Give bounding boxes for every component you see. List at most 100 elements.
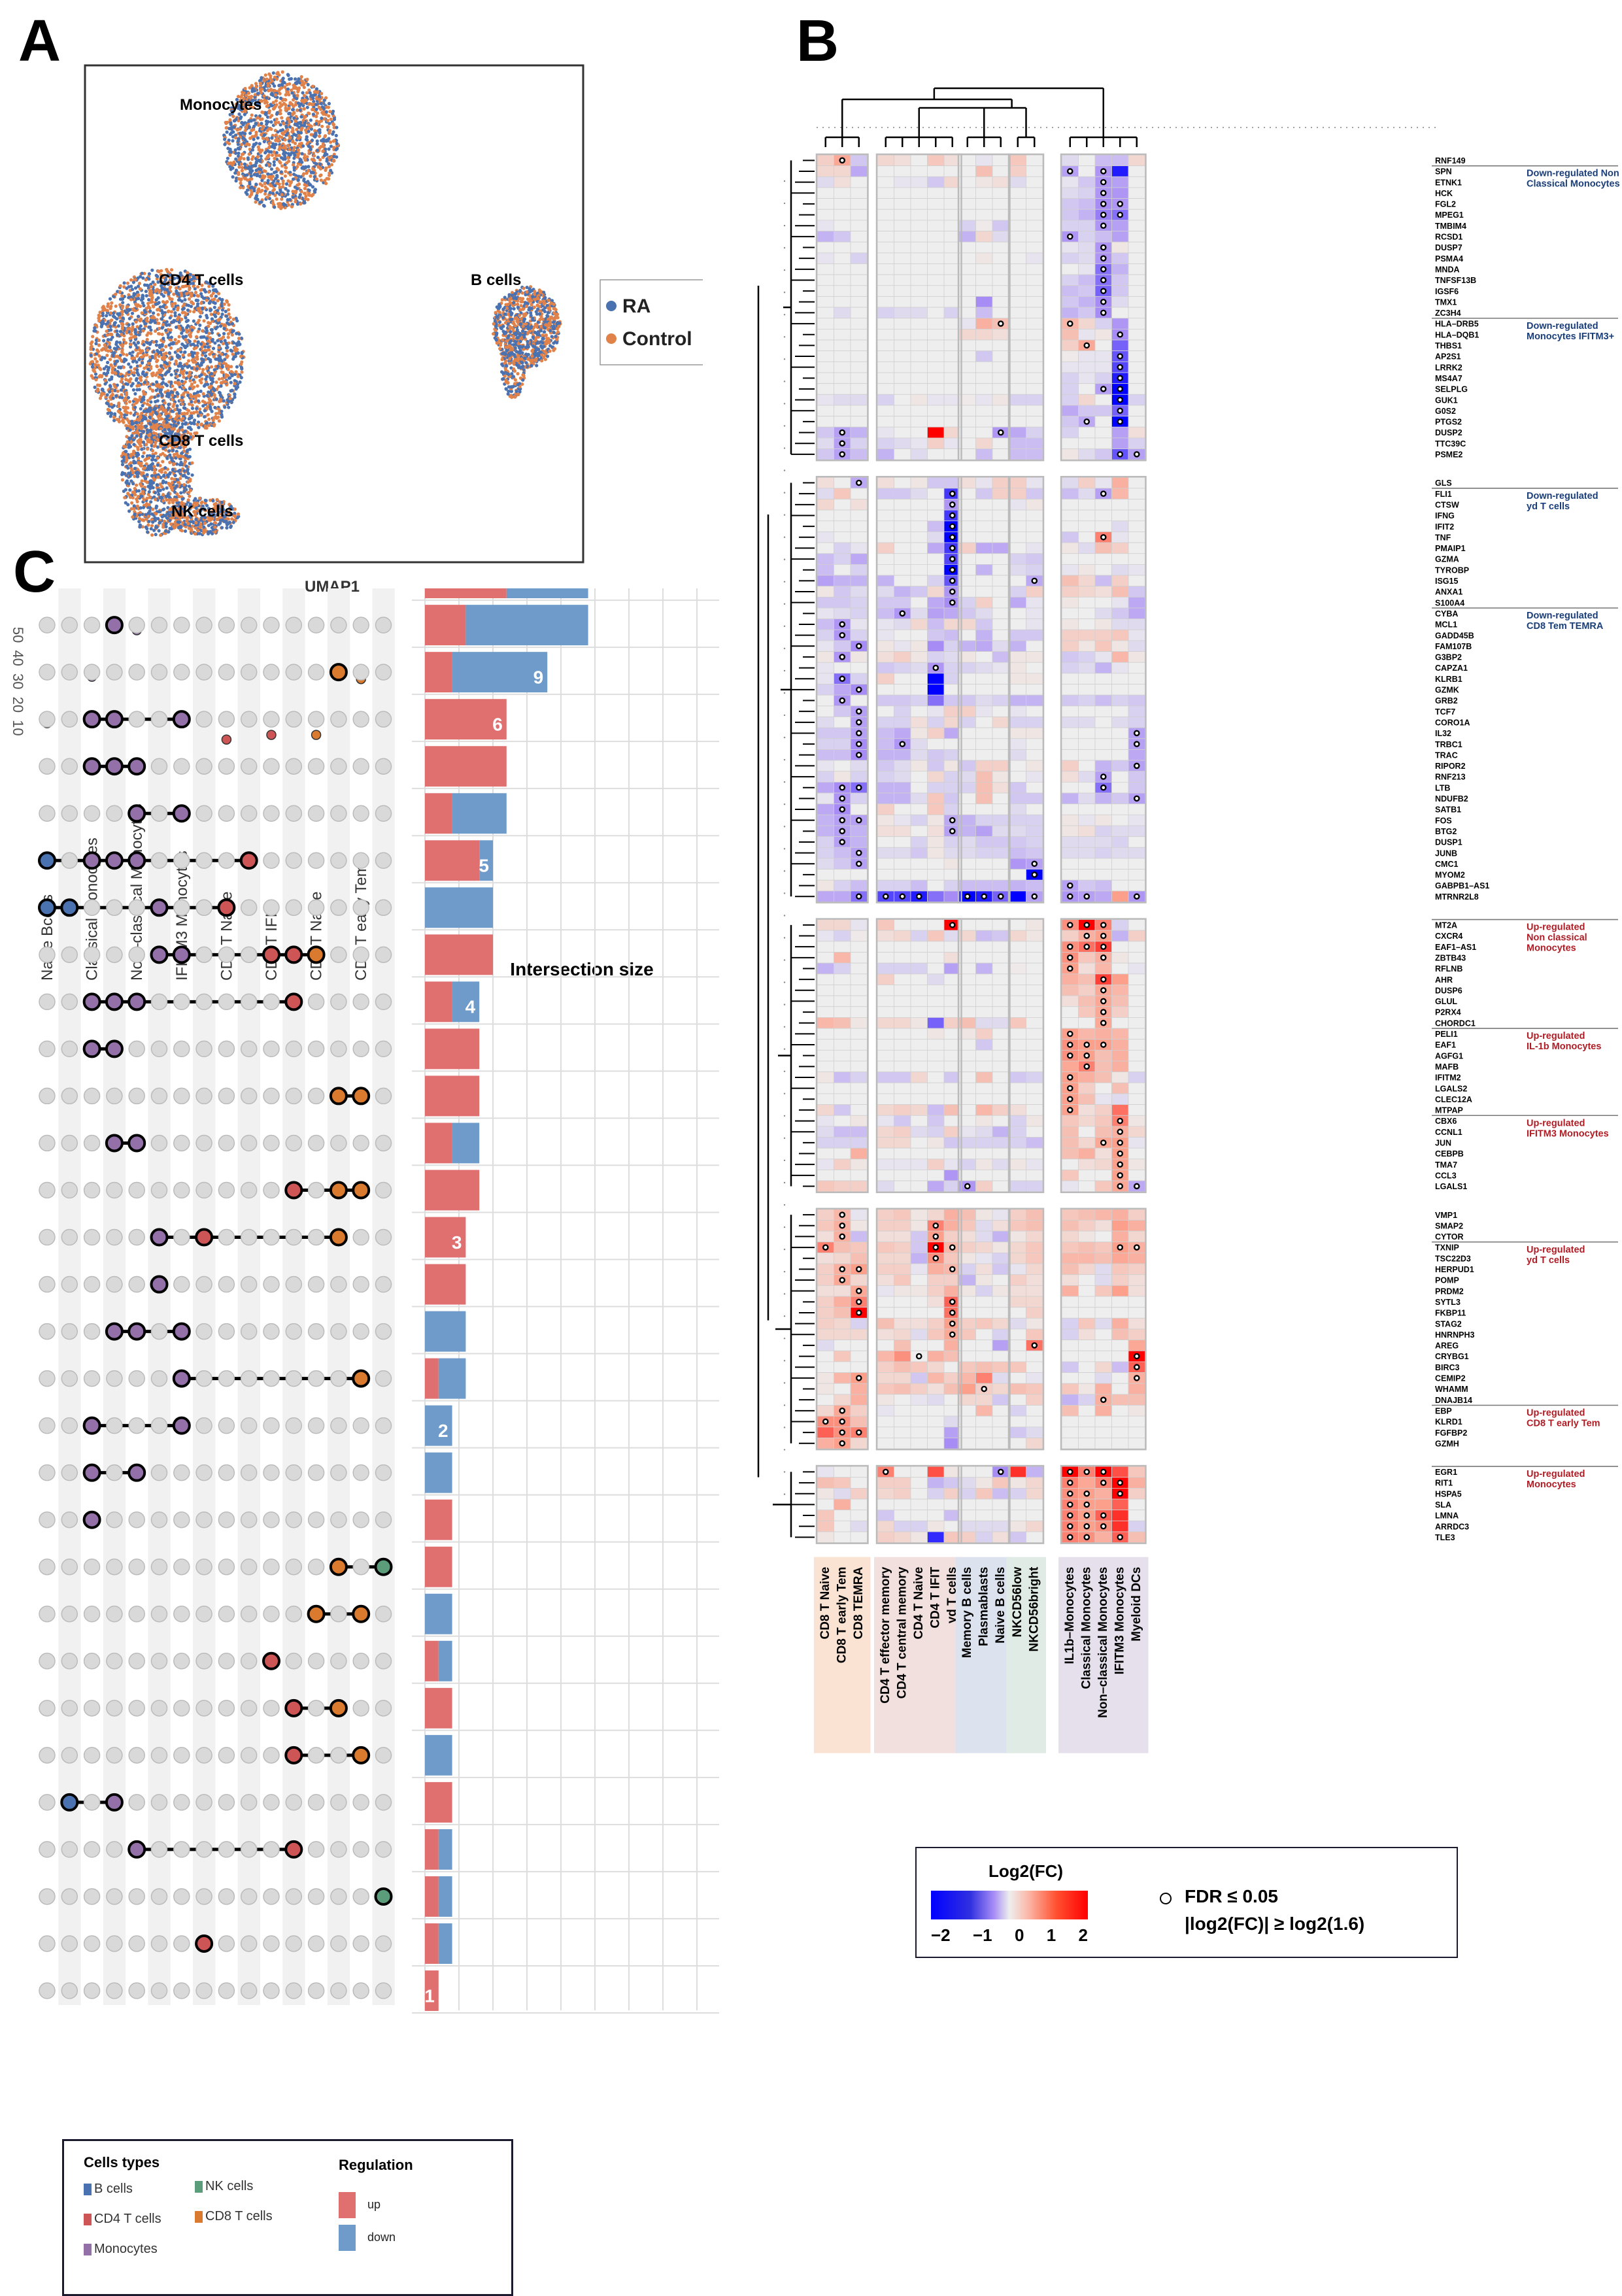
umap-point [154, 356, 158, 360]
umap-point [292, 173, 296, 177]
umap-point [210, 365, 214, 369]
umap-point [294, 199, 297, 203]
umap-point [284, 169, 288, 173]
umap-point [182, 515, 186, 519]
umap-point [292, 94, 296, 98]
umap-point [206, 413, 210, 416]
umap-point [171, 524, 175, 529]
umap-point [332, 123, 336, 127]
umap-point [120, 325, 124, 329]
umap-point [124, 453, 127, 457]
umap-point [271, 175, 275, 178]
umap-point [122, 281, 126, 285]
umap-point [140, 421, 144, 426]
umap-point [274, 143, 278, 146]
umap-point [128, 428, 132, 432]
umap-point [314, 87, 319, 91]
umap-point [168, 484, 172, 488]
umap-point [173, 277, 177, 280]
umap-point [127, 362, 131, 366]
umap-point [225, 526, 229, 530]
umap-point [234, 387, 238, 391]
umap-point [161, 420, 165, 425]
umap-point [207, 530, 211, 534]
umap-point [167, 395, 171, 399]
umap-point [302, 177, 306, 181]
umap-point [260, 117, 264, 121]
umap-point [176, 349, 180, 353]
umap-point [129, 336, 133, 340]
umap-point [141, 430, 146, 434]
umap-point [165, 498, 169, 502]
umap-point [150, 458, 154, 462]
umap-point [212, 301, 216, 305]
umap-point [326, 118, 329, 122]
umap-point [173, 408, 177, 412]
umap-point [233, 354, 237, 358]
umap-point [175, 325, 178, 329]
umap-point [287, 106, 291, 110]
umap-point [182, 437, 186, 441]
umap-point [194, 298, 198, 302]
umap-point [226, 367, 230, 371]
umap-point [217, 346, 221, 350]
umap-point [261, 137, 265, 141]
umap-point [309, 183, 313, 187]
umap-point [201, 392, 205, 396]
umap-point [175, 484, 178, 488]
umap-point [166, 389, 170, 393]
umap-point [160, 467, 163, 472]
umap-point [314, 162, 318, 166]
umap-point [314, 122, 318, 126]
umap-point [201, 531, 205, 535]
umap-point [180, 402, 184, 406]
umap-point [252, 187, 256, 191]
umap-point [192, 411, 195, 415]
umap-point [319, 178, 323, 182]
umap-point [209, 282, 212, 286]
umap-point [182, 489, 186, 493]
umap-point [301, 144, 305, 148]
umap-point [297, 182, 301, 186]
umap-point [94, 342, 98, 346]
umap-point [180, 299, 184, 303]
umap-point [186, 448, 190, 452]
umap-point [271, 192, 275, 195]
umap-point [173, 452, 177, 457]
umap-point [186, 454, 190, 459]
umap-point [277, 105, 282, 109]
umap-point [154, 388, 158, 392]
umap-point [155, 380, 159, 384]
umap-point [216, 311, 220, 315]
umap-point [98, 311, 102, 314]
umap-point [195, 367, 199, 371]
umap-point [306, 197, 310, 201]
umap-point [167, 369, 171, 373]
umap-point [183, 460, 187, 464]
umap-point [211, 402, 214, 406]
umap-point [194, 513, 197, 517]
umap-point [126, 419, 130, 423]
umap-point [110, 371, 114, 375]
umap-point [157, 322, 161, 326]
umap-point [217, 411, 221, 414]
umap-point [199, 363, 203, 367]
umap-point [129, 329, 133, 333]
umap-point [250, 90, 254, 93]
umap-point [232, 125, 236, 129]
umap-point [245, 142, 249, 146]
umap-point [94, 352, 98, 356]
umap-point [223, 339, 227, 343]
umap-point [239, 376, 243, 380]
umap-point [130, 434, 134, 438]
umap-point [121, 386, 125, 390]
umap-point [228, 316, 232, 320]
umap-point [145, 473, 149, 477]
umap-point [218, 324, 223, 328]
umap-point [324, 105, 328, 109]
umap-point [144, 373, 148, 377]
umap-point [229, 365, 233, 369]
umap-point [303, 158, 307, 162]
umap-point [243, 86, 247, 91]
umap-points [88, 70, 562, 537]
